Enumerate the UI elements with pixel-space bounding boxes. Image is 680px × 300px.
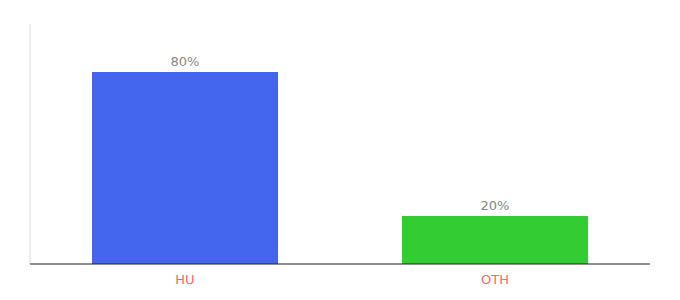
data-label: 20% [481,198,510,213]
bars [92,72,588,264]
x-axis-line [30,263,650,264]
bar [402,216,588,264]
chart-container: HU 80% OTH 20% [0,0,680,300]
bar [92,72,278,264]
y-axis-line [30,24,31,264]
chart-svg: HU 80% OTH 20% [0,0,680,300]
x-tick-label: OTH [481,272,509,287]
x-tick-label: HU [175,272,194,287]
data-label: 80% [171,54,200,69]
